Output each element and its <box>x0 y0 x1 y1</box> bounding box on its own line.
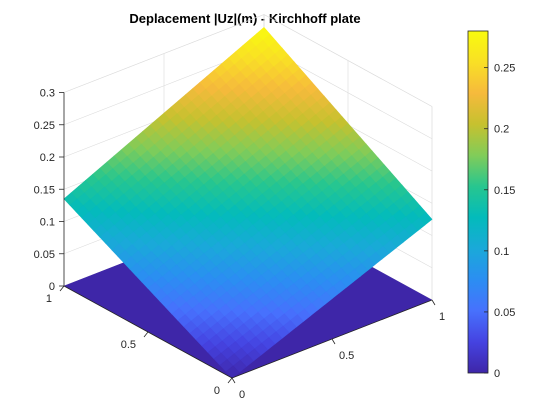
colorbar-tick-label: 0.15 <box>494 185 515 197</box>
chart-title: Deplacement |Uz|(m) - Kirchhoff plate <box>129 11 360 26</box>
y-tick-mark <box>227 377 233 384</box>
y-tick-label: 0 <box>214 385 220 397</box>
y-tick-mark <box>143 331 149 338</box>
z-tick-label: 0.15 <box>34 184 55 196</box>
colorbar-gradient <box>468 31 488 373</box>
z-tick-label: 0 <box>49 281 55 293</box>
y-tick-label: 0.5 <box>121 339 136 351</box>
x-tick-mark <box>431 299 436 306</box>
colorbar-tick-label: 0.2 <box>494 124 509 136</box>
x-tick-label: 0 <box>239 389 245 401</box>
colorbar-tick-label: 0 <box>494 368 500 380</box>
x-tick-mark <box>231 377 236 384</box>
z-tick-label: 0.1 <box>40 217 55 229</box>
colorbar-frame <box>467 30 489 374</box>
z-tick-label: 0.25 <box>34 120 55 132</box>
z-tick-label: 0.3 <box>40 88 55 100</box>
z-tick-label: 0.2 <box>40 152 55 164</box>
surface-cell <box>225 365 240 379</box>
colorbar-tick-label: 0.05 <box>494 307 515 319</box>
x-tick-label: 0.5 <box>339 350 354 362</box>
x-tick-mark <box>331 338 336 345</box>
z-tick-label: 0.05 <box>34 249 55 261</box>
surface-mesh <box>63 26 433 379</box>
y-tick-label: 1 <box>46 293 52 305</box>
y-tick-mark <box>59 285 65 292</box>
x-tick-label: 1 <box>439 311 445 323</box>
colorbar: 0 0.05 0.1 0.15 0.2 0.25 <box>467 30 515 380</box>
colorbar-tick-label: 0.1 <box>494 246 509 258</box>
colorbar-tick-label: 0.25 <box>494 63 515 75</box>
